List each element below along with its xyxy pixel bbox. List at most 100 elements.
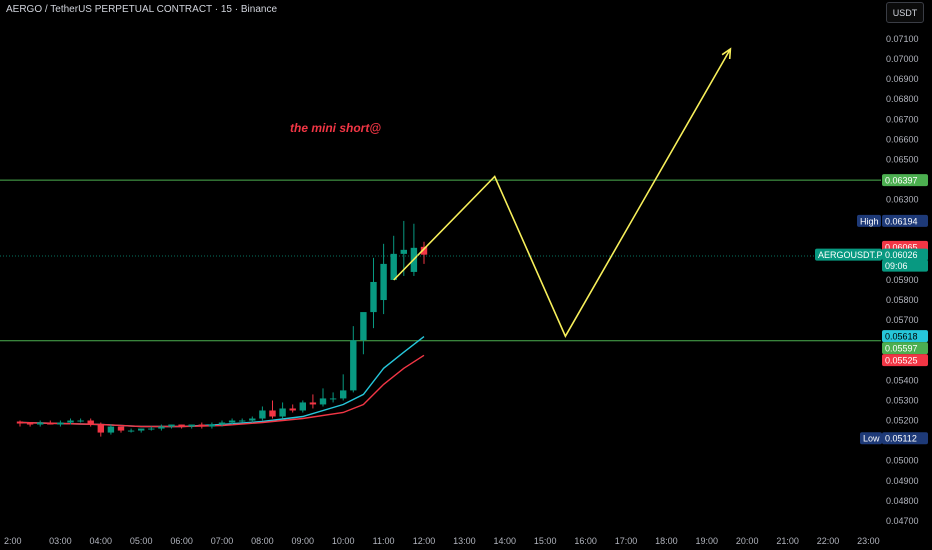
price-tag-last-bg — [882, 248, 928, 261]
price-tag-symbol-bg — [815, 248, 882, 261]
candle-04:00 — [97, 422, 104, 437]
price-tag-last: 0.06026 — [882, 248, 928, 261]
price-tag-low-text: 0.05112 — [885, 434, 917, 444]
x-axis-tick-label: 04:00 — [90, 536, 113, 546]
candle-08:30 — [279, 402, 286, 419]
projection-zigzag-path[interactable] — [393, 48, 732, 338]
candle-07:15 — [228, 418, 236, 425]
y-axis-tick-label: 0.06500 — [886, 154, 919, 164]
candle-body — [360, 312, 367, 341]
candle-body — [138, 428, 145, 431]
price-tag-low-label-text: Low — [863, 434, 880, 444]
price-tag-countdown-text: 09:06 — [885, 261, 908, 271]
candle-body — [148, 428, 155, 430]
price-tag-low-label-bg — [860, 432, 882, 445]
y-axis-tick-label: 0.05900 — [886, 275, 919, 285]
x-axis-tick-label: 11:00 — [373, 536, 395, 546]
price-tag-low-label: Low — [860, 432, 882, 445]
x-axis-tick-label: 19:00 — [696, 536, 719, 546]
candle-body — [198, 424, 205, 427]
candle-body — [107, 426, 115, 433]
y-axis-tick-label: 0.07100 — [886, 34, 919, 44]
x-axis-tick-label: 09:00 — [292, 536, 315, 546]
price-tag-high-label-bg — [857, 214, 881, 227]
price-tag-low-bg — [882, 432, 928, 445]
price-tag-symbol: AERGOUSDT.P — [815, 248, 883, 261]
candle-body — [37, 422, 44, 425]
price-tag-countdown: 09:06 — [882, 259, 928, 272]
candle-body — [16, 421, 24, 424]
candle-08:00 — [259, 406, 266, 421]
candle-08:15 — [269, 400, 276, 419]
candle-02:00 — [16, 420, 24, 427]
candle-04:15 — [107, 424, 115, 435]
candle-07:30 — [239, 418, 246, 423]
candle-body — [329, 398, 337, 400]
price-tag-ema-slow-bg — [882, 354, 928, 367]
ema-slow-line — [19, 354, 425, 428]
y-axis-tick-label: 0.05200 — [886, 416, 919, 426]
candle-10:30 — [360, 312, 367, 355]
x-axis-tick-label: 22:00 — [817, 536, 840, 546]
candle-body — [259, 410, 266, 419]
candle-body — [127, 430, 135, 432]
price-tag-last-text: 0.06026 — [885, 250, 918, 260]
candle-06:30 — [198, 422, 205, 429]
candle-body — [57, 422, 64, 425]
y-axis-tick-label: 0.06800 — [886, 94, 919, 104]
candle-body — [299, 402, 306, 411]
x-axis-tick-label: 17:00 — [615, 536, 638, 546]
candle-06:00 — [178, 424, 185, 429]
x-axis-tick-label: 08:00 — [251, 536, 274, 546]
candle-body — [67, 420, 74, 423]
candle-body — [218, 422, 226, 425]
candle-body — [87, 420, 94, 425]
chart-annotation-text[interactable]: the mini short@ — [290, 121, 382, 135]
symbol-title: AERGO / TetherUS PERPETUAL CONTRACT · 15… — [6, 4, 278, 15]
candle-body — [400, 249, 407, 254]
candle-body — [158, 426, 165, 429]
candle-12:00 — [420, 241, 428, 264]
price-tag-level-bottom: 0.05597 — [882, 342, 928, 355]
price-tag-level-top: 0.06397 — [882, 174, 928, 187]
candle-07:00 — [218, 420, 226, 427]
x-axis-tick-label: 03:00 — [49, 536, 72, 546]
candle-11:15 — [390, 235, 397, 280]
y-axis-tick-label: 0.04900 — [886, 476, 919, 486]
candle-02:30 — [37, 420, 44, 427]
candle-04:30 — [117, 426, 125, 433]
price-tag-low: 0.05112 — [882, 432, 928, 445]
candle-body — [188, 424, 195, 427]
candle-body — [370, 281, 377, 313]
y-axis-tick-label: 0.04800 — [886, 496, 919, 506]
x-axis-tick-label: 15:00 — [534, 536, 557, 546]
candle-06:15 — [188, 424, 195, 429]
candle-03:00 — [57, 420, 64, 427]
candle-05:30 — [158, 424, 165, 431]
x-axis-tick-label: 23:00 — [857, 536, 880, 546]
candle-11:45 — [410, 223, 418, 276]
candle-10:00 — [340, 374, 347, 401]
candle-09:30 — [319, 388, 327, 407]
currency-unit-button[interactable]: USDT — [886, 2, 924, 23]
candle-body — [340, 390, 347, 399]
candle-11:30 — [400, 220, 407, 276]
candle-body — [26, 423, 34, 425]
candle-07:45 — [249, 416, 256, 423]
candle-02:15 — [26, 422, 34, 427]
candle-03:30 — [77, 418, 84, 423]
candle-03:15 — [67, 418, 74, 425]
y-axis-tick-label: 0.05700 — [886, 315, 919, 325]
x-axis-tick-label: 13:00 — [453, 536, 476, 546]
candle-11:00 — [380, 243, 387, 315]
x-axis-tick-label: 12:00 — [413, 536, 436, 546]
candle-body — [350, 340, 357, 391]
price-tag-countdown-bg — [882, 259, 928, 272]
x-axis-tick-label: 06:00 — [170, 536, 193, 546]
price-tag-ema-fast-text: 0.05618 — [885, 332, 918, 342]
price-tag-ema-fast-bg — [882, 330, 928, 343]
price-tag-high-label-text: High — [860, 216, 879, 226]
x-axis-tick-label: 05:00 — [130, 536, 153, 546]
candle-body — [97, 424, 104, 433]
